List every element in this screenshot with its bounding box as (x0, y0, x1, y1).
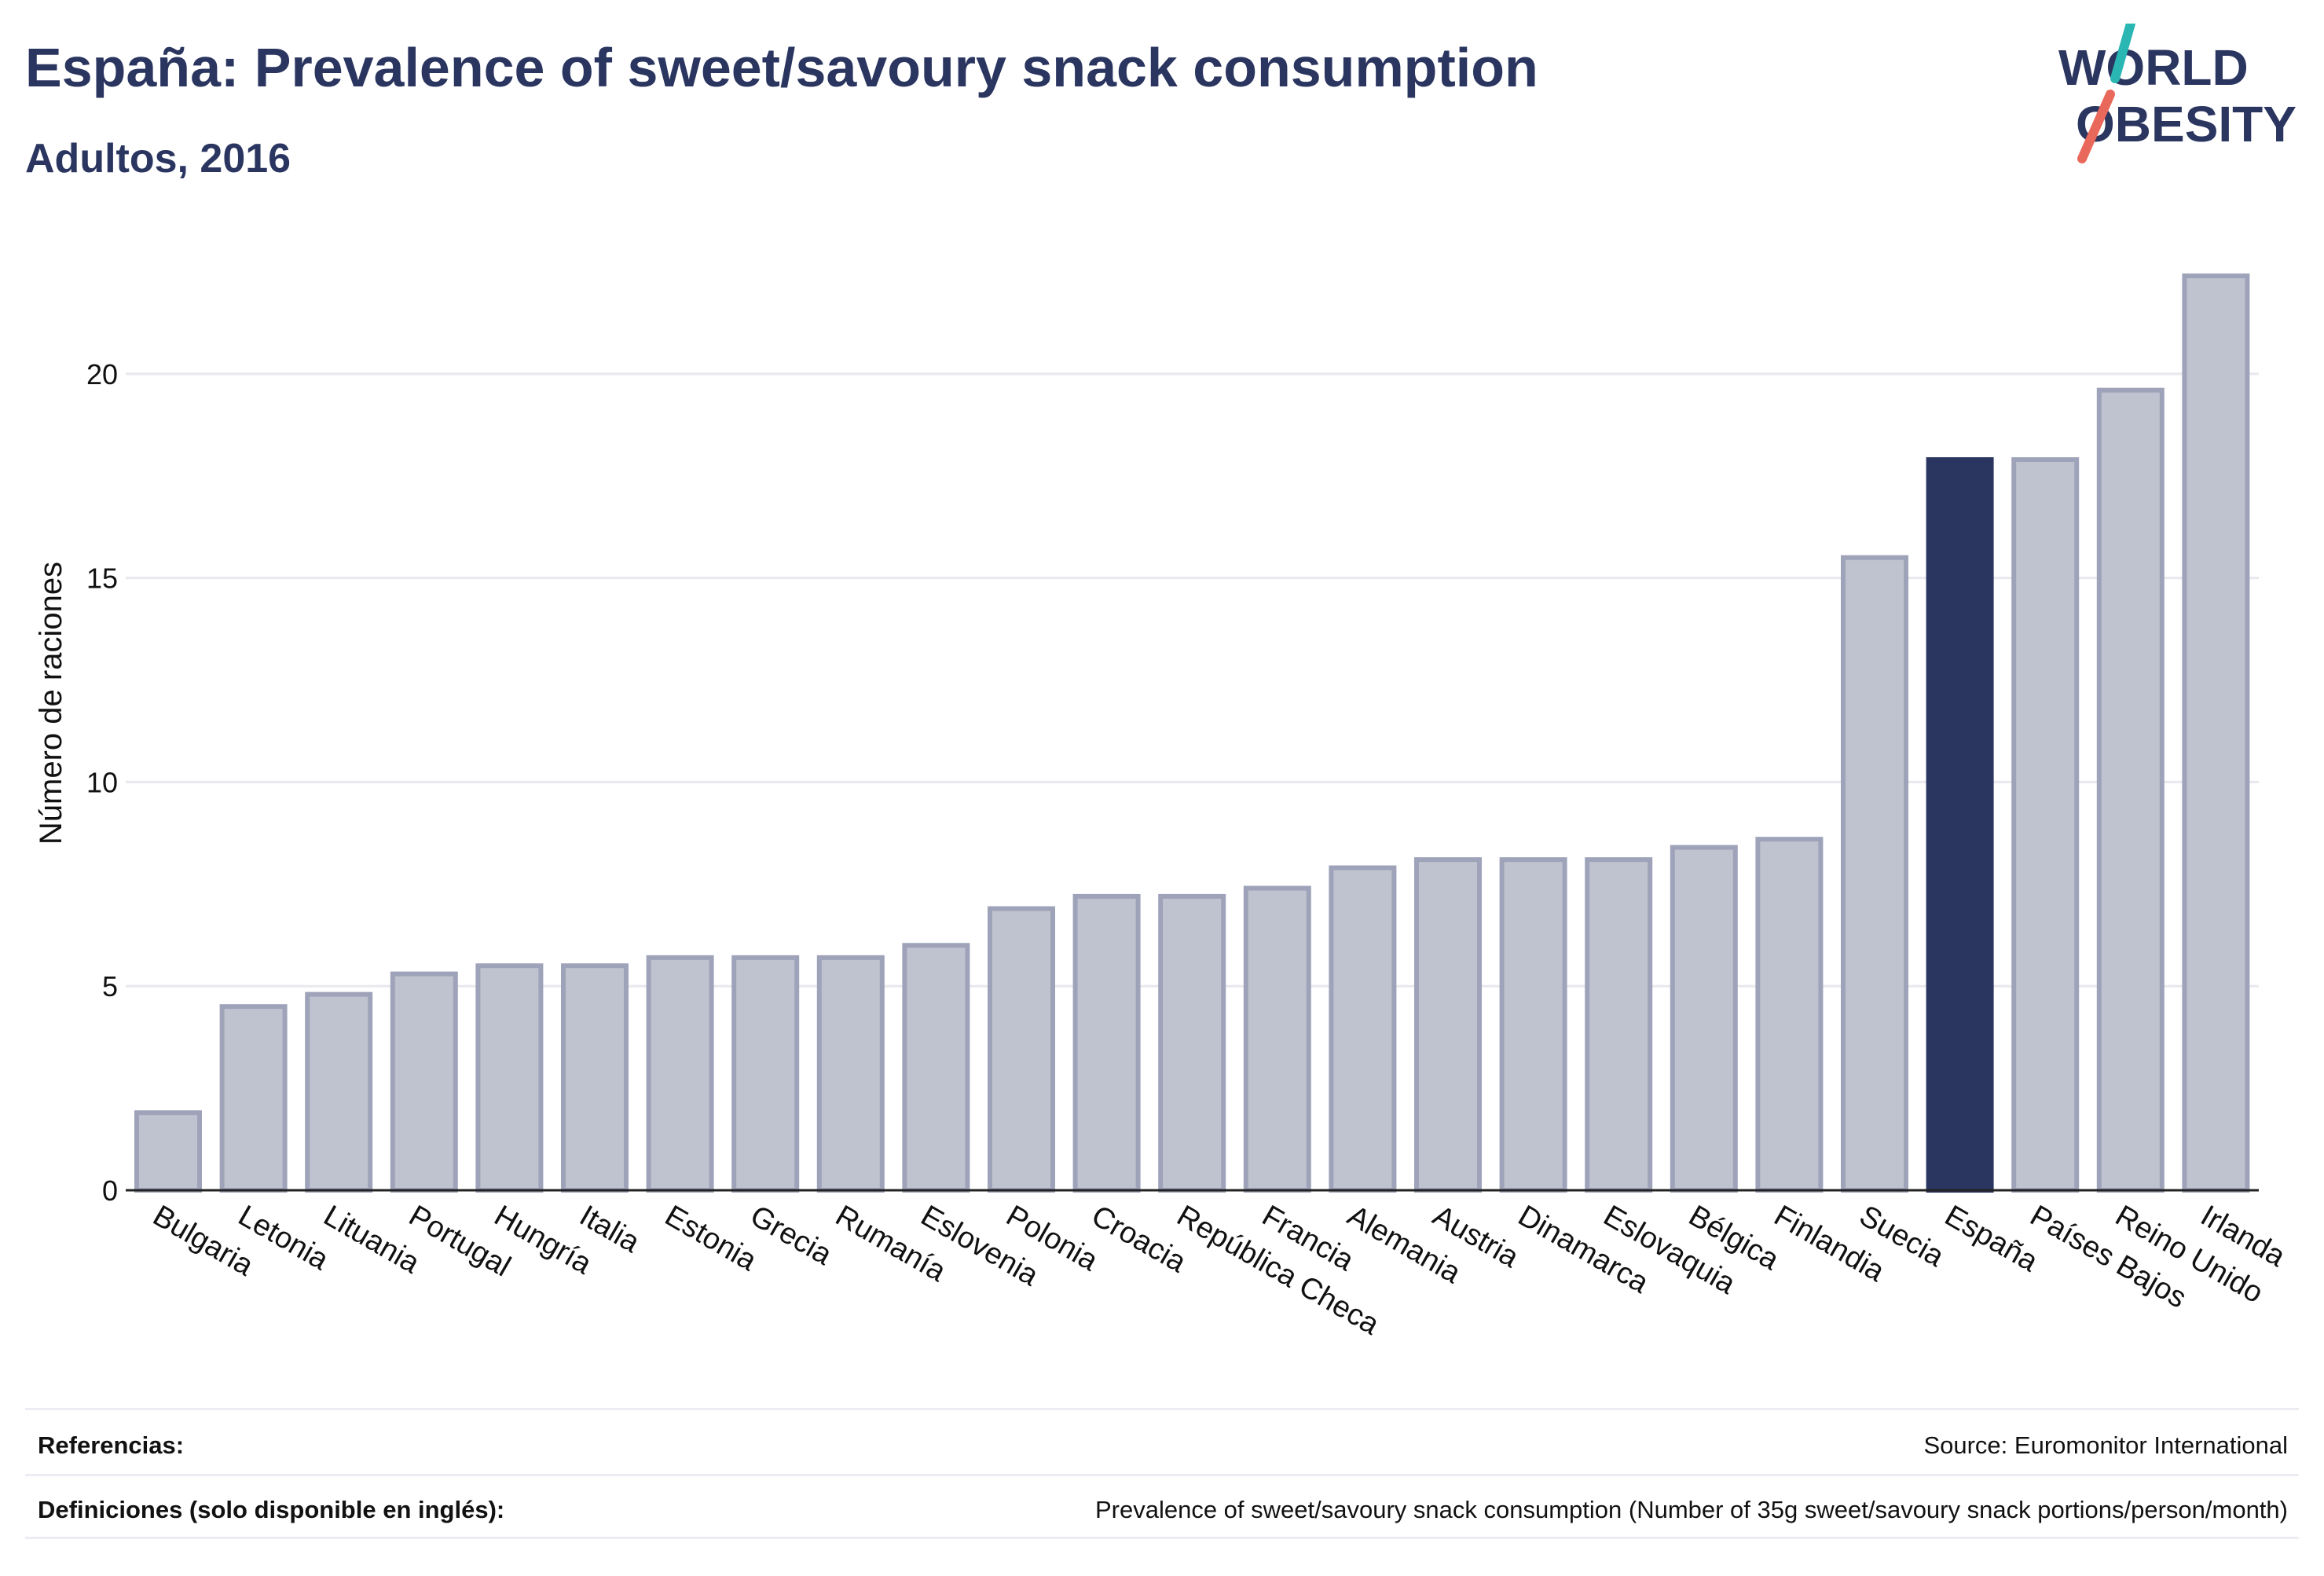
bar (134, 1110, 202, 1193)
footer-divider-middle (25, 1474, 2299, 1476)
bar (1841, 555, 1908, 1193)
logo-word-obesity: OBESITY (2076, 96, 2297, 152)
references-label: Referencias: (38, 1431, 185, 1459)
y-tick-label: 0 (102, 1175, 118, 1207)
page-title: España: Prevalence of sweet/savoury snac… (25, 37, 1538, 98)
x-tick-label: Lituania (318, 1199, 426, 1280)
bar-chart: 0 5 10 15 20 BulgariaLetoniaLituaniaPortugal… (34, 273, 2292, 1342)
bar (2096, 387, 2165, 1193)
bar (1243, 885, 1311, 1193)
bar (816, 955, 885, 1193)
bar (1072, 893, 1141, 1193)
bar (1499, 857, 1567, 1193)
bar (475, 963, 544, 1193)
bar (2182, 273, 2250, 1193)
y-tick-label: 20 (86, 358, 118, 390)
bar (646, 955, 714, 1193)
bar (731, 955, 800, 1193)
bar (219, 1004, 288, 1193)
x-tick-label: Croacia (1086, 1199, 1192, 1279)
bar (988, 906, 1055, 1193)
bar (305, 991, 373, 1193)
footer-divider-bottom (25, 1537, 2299, 1539)
references-value: Source: Euromonitor International (1923, 1431, 2288, 1459)
bar (1585, 857, 1653, 1193)
definitions-label: Definiciones (solo disponible en inglés)… (38, 1496, 505, 1523)
bar (1414, 857, 1482, 1193)
logo-word-world: WORLD (2058, 39, 2249, 96)
bar (1755, 837, 1824, 1193)
logo-slash-teal (2110, 24, 2135, 83)
y-tick-label: 5 (102, 970, 118, 1002)
x-tick-label: Estonia (659, 1199, 763, 1277)
bar (2011, 456, 2080, 1193)
bar (902, 943, 970, 1193)
bar (1158, 893, 1226, 1193)
bar (1670, 845, 1738, 1193)
bar (561, 963, 629, 1193)
bars (134, 273, 2250, 1193)
definitions-value: Prevalence of sweet/savoury snack consum… (1094, 1496, 2288, 1523)
world-obesity-logo: WORLD OBESITY (2058, 24, 2297, 163)
bar (1329, 865, 1397, 1193)
y-axis-label: Número de raciones (34, 562, 68, 845)
bar (390, 971, 458, 1193)
logo-slash-red (2077, 90, 2115, 163)
x-tick-label: Grecia (745, 1199, 838, 1272)
x-tick-label: España (1939, 1199, 2044, 1278)
footer-divider-top (25, 1408, 2299, 1410)
x-tick-labels: BulgariaLetoniaLituaniaPortugalHungríaIt… (148, 1199, 2292, 1342)
y-tick-label: 10 (86, 766, 118, 798)
y-tick-labels: 0 5 10 15 20 (86, 358, 118, 1207)
y-tick-label: 15 (86, 563, 118, 595)
page-subtitle: Adultos, 2016 (25, 136, 291, 181)
bar-highlight (1926, 456, 1994, 1193)
